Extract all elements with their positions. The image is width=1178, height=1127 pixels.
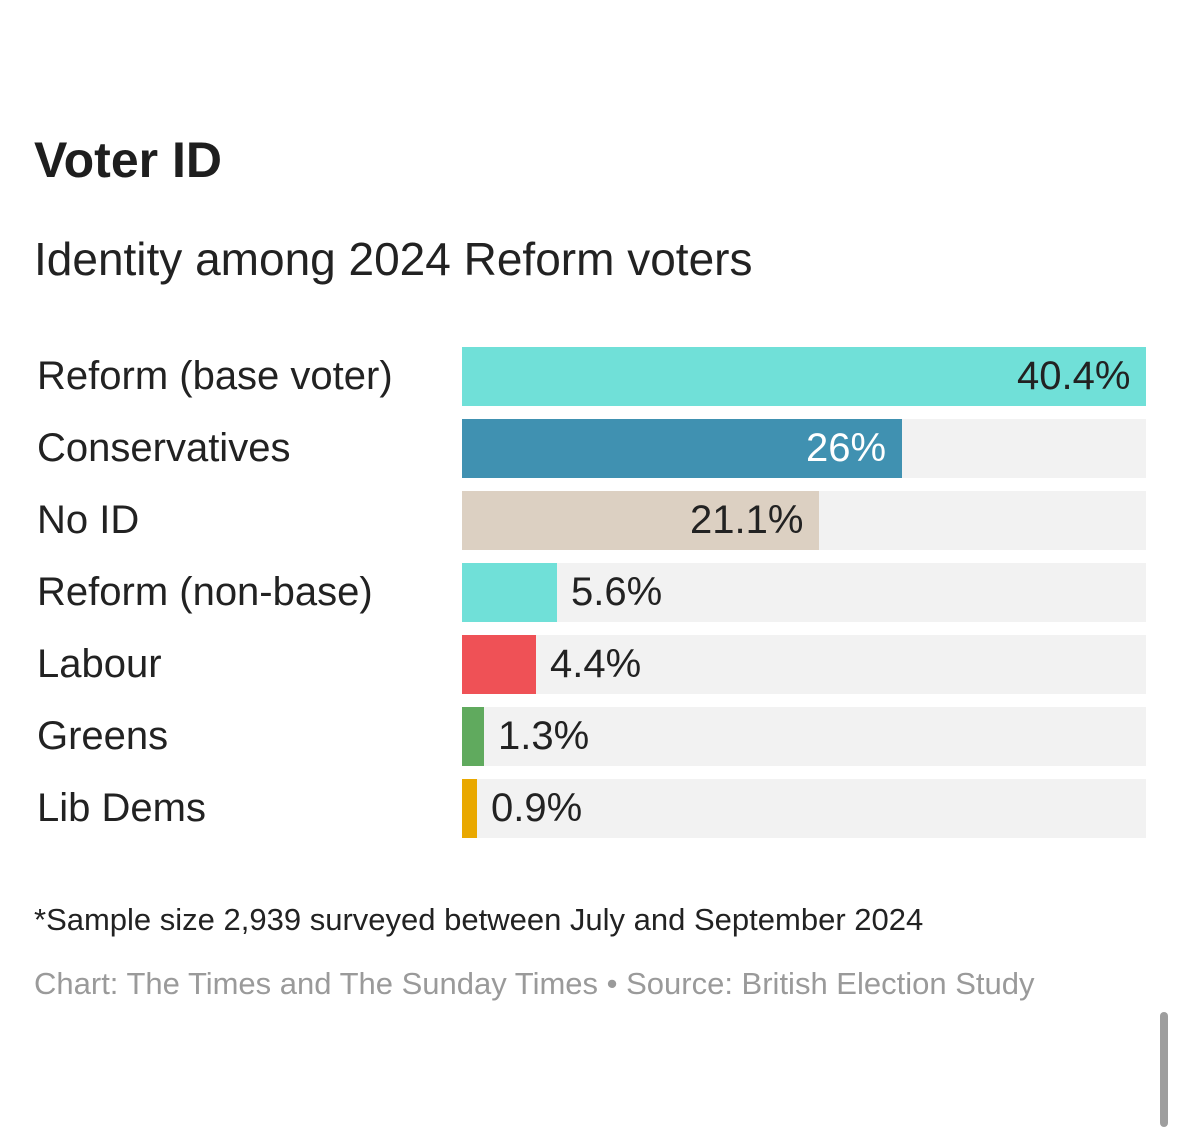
bar-track: 21.1% bbox=[462, 491, 1146, 550]
bar-track: 5.6% bbox=[462, 563, 1146, 622]
bar-row: No ID 21.1% bbox=[0, 491, 1178, 550]
bar-row: Labour 4.4% bbox=[0, 635, 1178, 694]
bar-value-label: 0.9% bbox=[491, 786, 583, 830]
category-label: Lib Dems bbox=[37, 786, 206, 830]
bar-track: 40.4% bbox=[462, 347, 1146, 406]
bar bbox=[462, 419, 902, 478]
category-label: No ID bbox=[37, 498, 140, 542]
bar-row: Reform (non-base) 5.6% bbox=[0, 563, 1178, 622]
category-label: Reform (base voter) bbox=[37, 354, 393, 398]
bar-track: 0.9% bbox=[462, 779, 1146, 838]
bar bbox=[462, 779, 477, 838]
category-label: Greens bbox=[37, 714, 169, 758]
bar-value-label: 1.3% bbox=[498, 714, 590, 758]
category-label: Reform (non-base) bbox=[37, 570, 373, 614]
bar-chart: Reform (base voter) 40.4% Conservatives 26%… bbox=[0, 347, 1178, 847]
bar-row: Reform (base voter) 40.4% bbox=[0, 347, 1178, 406]
bar-track: 1.3% bbox=[462, 707, 1146, 766]
bar-row: Lib Dems 0.9% bbox=[0, 779, 1178, 838]
bar-track: 26% bbox=[462, 419, 1146, 478]
bar-value-label: 4.4% bbox=[550, 642, 642, 686]
bar-track: 4.4% bbox=[462, 635, 1146, 694]
bar-row: Conservatives 26% bbox=[0, 419, 1178, 478]
bar bbox=[462, 563, 557, 622]
bar-value-label: 40.4% bbox=[1017, 354, 1131, 398]
bar-value-label: 5.6% bbox=[571, 570, 663, 614]
bar bbox=[462, 635, 536, 694]
bar bbox=[462, 707, 484, 766]
chart-title: Voter ID bbox=[34, 132, 222, 188]
bar-value-label: 21.1% bbox=[690, 498, 804, 542]
sample-size-note: *Sample size 2,939 surveyed between July… bbox=[34, 902, 924, 937]
chart-source: Chart: The Times and The Sunday Times • … bbox=[34, 966, 1035, 1001]
bar bbox=[462, 491, 819, 550]
bar-row: Greens 1.3% bbox=[0, 707, 1178, 766]
category-label: Labour bbox=[37, 642, 162, 686]
chart-subtitle: Identity among 2024 Reform voters bbox=[34, 233, 753, 285]
scrollbar[interactable] bbox=[1160, 1012, 1168, 1127]
bar bbox=[462, 347, 1146, 406]
bar-value-label: 26% bbox=[806, 426, 887, 470]
category-label: Conservatives bbox=[37, 426, 291, 470]
